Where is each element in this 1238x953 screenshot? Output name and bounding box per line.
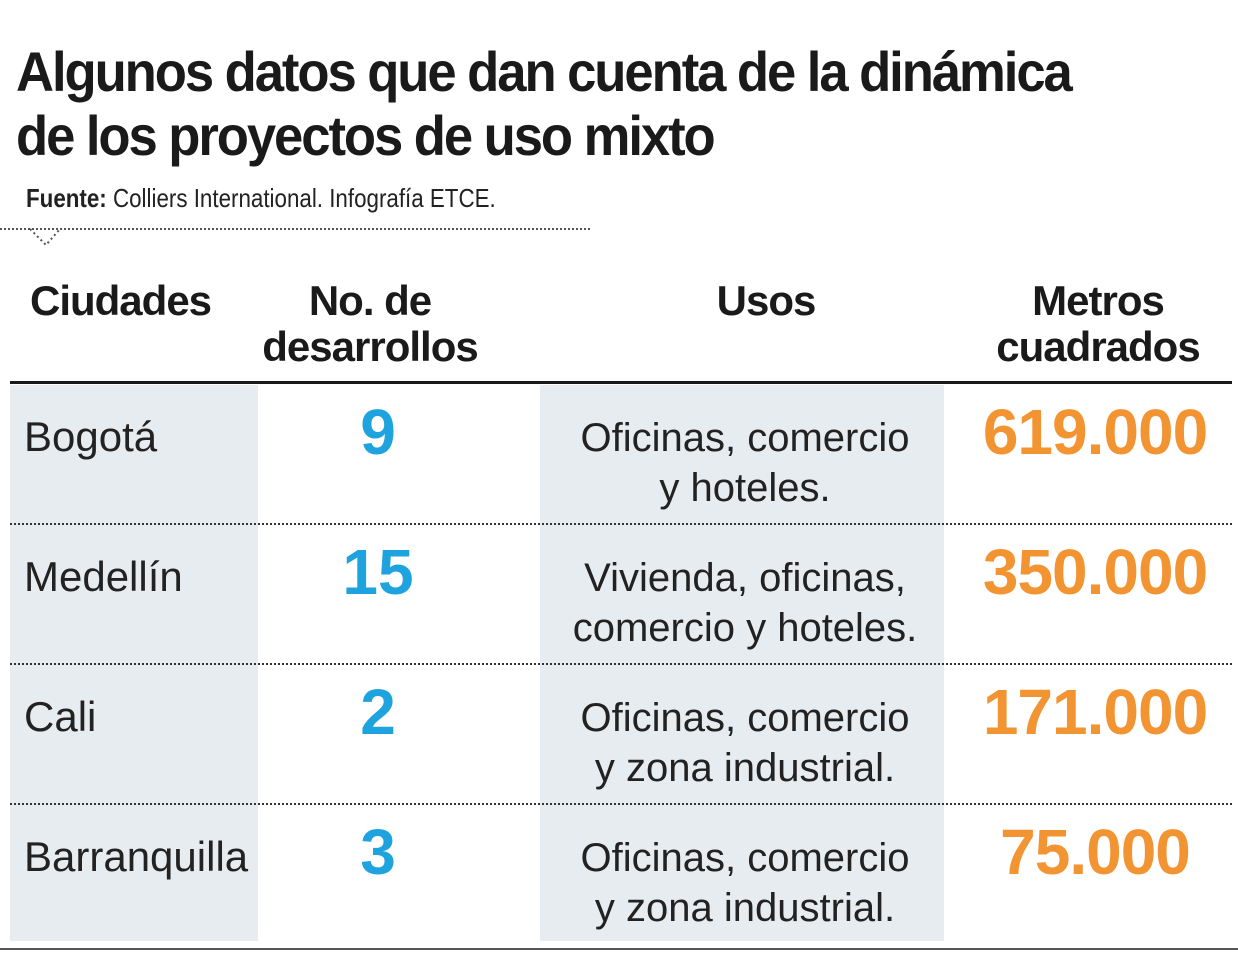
metros-cell: 171.000 (982, 676, 1208, 748)
desarrollos-cell: 3 (360, 816, 396, 888)
city-cell: Cali (24, 693, 97, 740)
city-cell: Bogotá (24, 413, 158, 460)
metros-cell: 75.000 (1000, 816, 1191, 888)
bottom-rule (0, 948, 1238, 950)
source-divider (0, 228, 590, 230)
table-row-cali: Cali 2 Oficinas, comercio y zona industr… (0, 665, 1238, 805)
header-desarrollos: No. de desarrollos (262, 277, 478, 370)
desarrollos-cell: 15 (342, 536, 414, 608)
pointer-chevron-icon (30, 228, 60, 247)
desarrollos-cell: 9 (360, 396, 396, 468)
header-metros: Metros cuadrados (996, 277, 1200, 370)
row-divider (10, 523, 1232, 525)
table-row-bogota: Bogotá 9 Oficinas, comercio y hoteles. 6… (0, 385, 1238, 525)
source-note: Fuente: Colliers International. Infograf… (26, 183, 496, 214)
row-divider (10, 803, 1232, 805)
metros-cell: 619.000 (982, 396, 1208, 468)
city-cell: Barranquilla (24, 833, 249, 880)
table-row-medellin: Medellín 15 Vivienda, oficinas, comercio… (0, 525, 1238, 665)
title-line-1: Algunos datos que dan cuenta de la dinám… (16, 40, 1073, 103)
data-table: Ciudades No. de desarrollos Usos Metros … (0, 260, 1238, 953)
title-line-2: de los proyectos de uso mixto (16, 104, 716, 167)
header-usos: Usos (716, 277, 817, 324)
city-cell: Medellín (24, 553, 183, 600)
usos-cell: Oficinas, comercio y hoteles. (580, 416, 910, 510)
metros-cell: 350.000 (982, 536, 1208, 608)
usos-cell: Vivienda, oficinas, comercio y hoteles. (572, 556, 918, 650)
usos-cell: Oficinas, comercio y zona industrial. (580, 696, 910, 790)
source-label: Fuente: (26, 183, 107, 213)
header-ciudades: Ciudades (30, 277, 212, 324)
infographic-title: Algunos datos que dan cuenta de la dinám… (16, 40, 1073, 168)
row-divider (10, 663, 1232, 665)
desarrollos-cell: 2 (360, 676, 396, 748)
table-row-barranquilla: Barranquilla 3 Oficinas, comercio y zona… (0, 805, 1238, 945)
header-rule (10, 381, 1232, 384)
source-text: Colliers International. Infografía ETCE. (106, 183, 496, 213)
usos-cell: Oficinas, comercio y zona industrial. (580, 836, 910, 930)
